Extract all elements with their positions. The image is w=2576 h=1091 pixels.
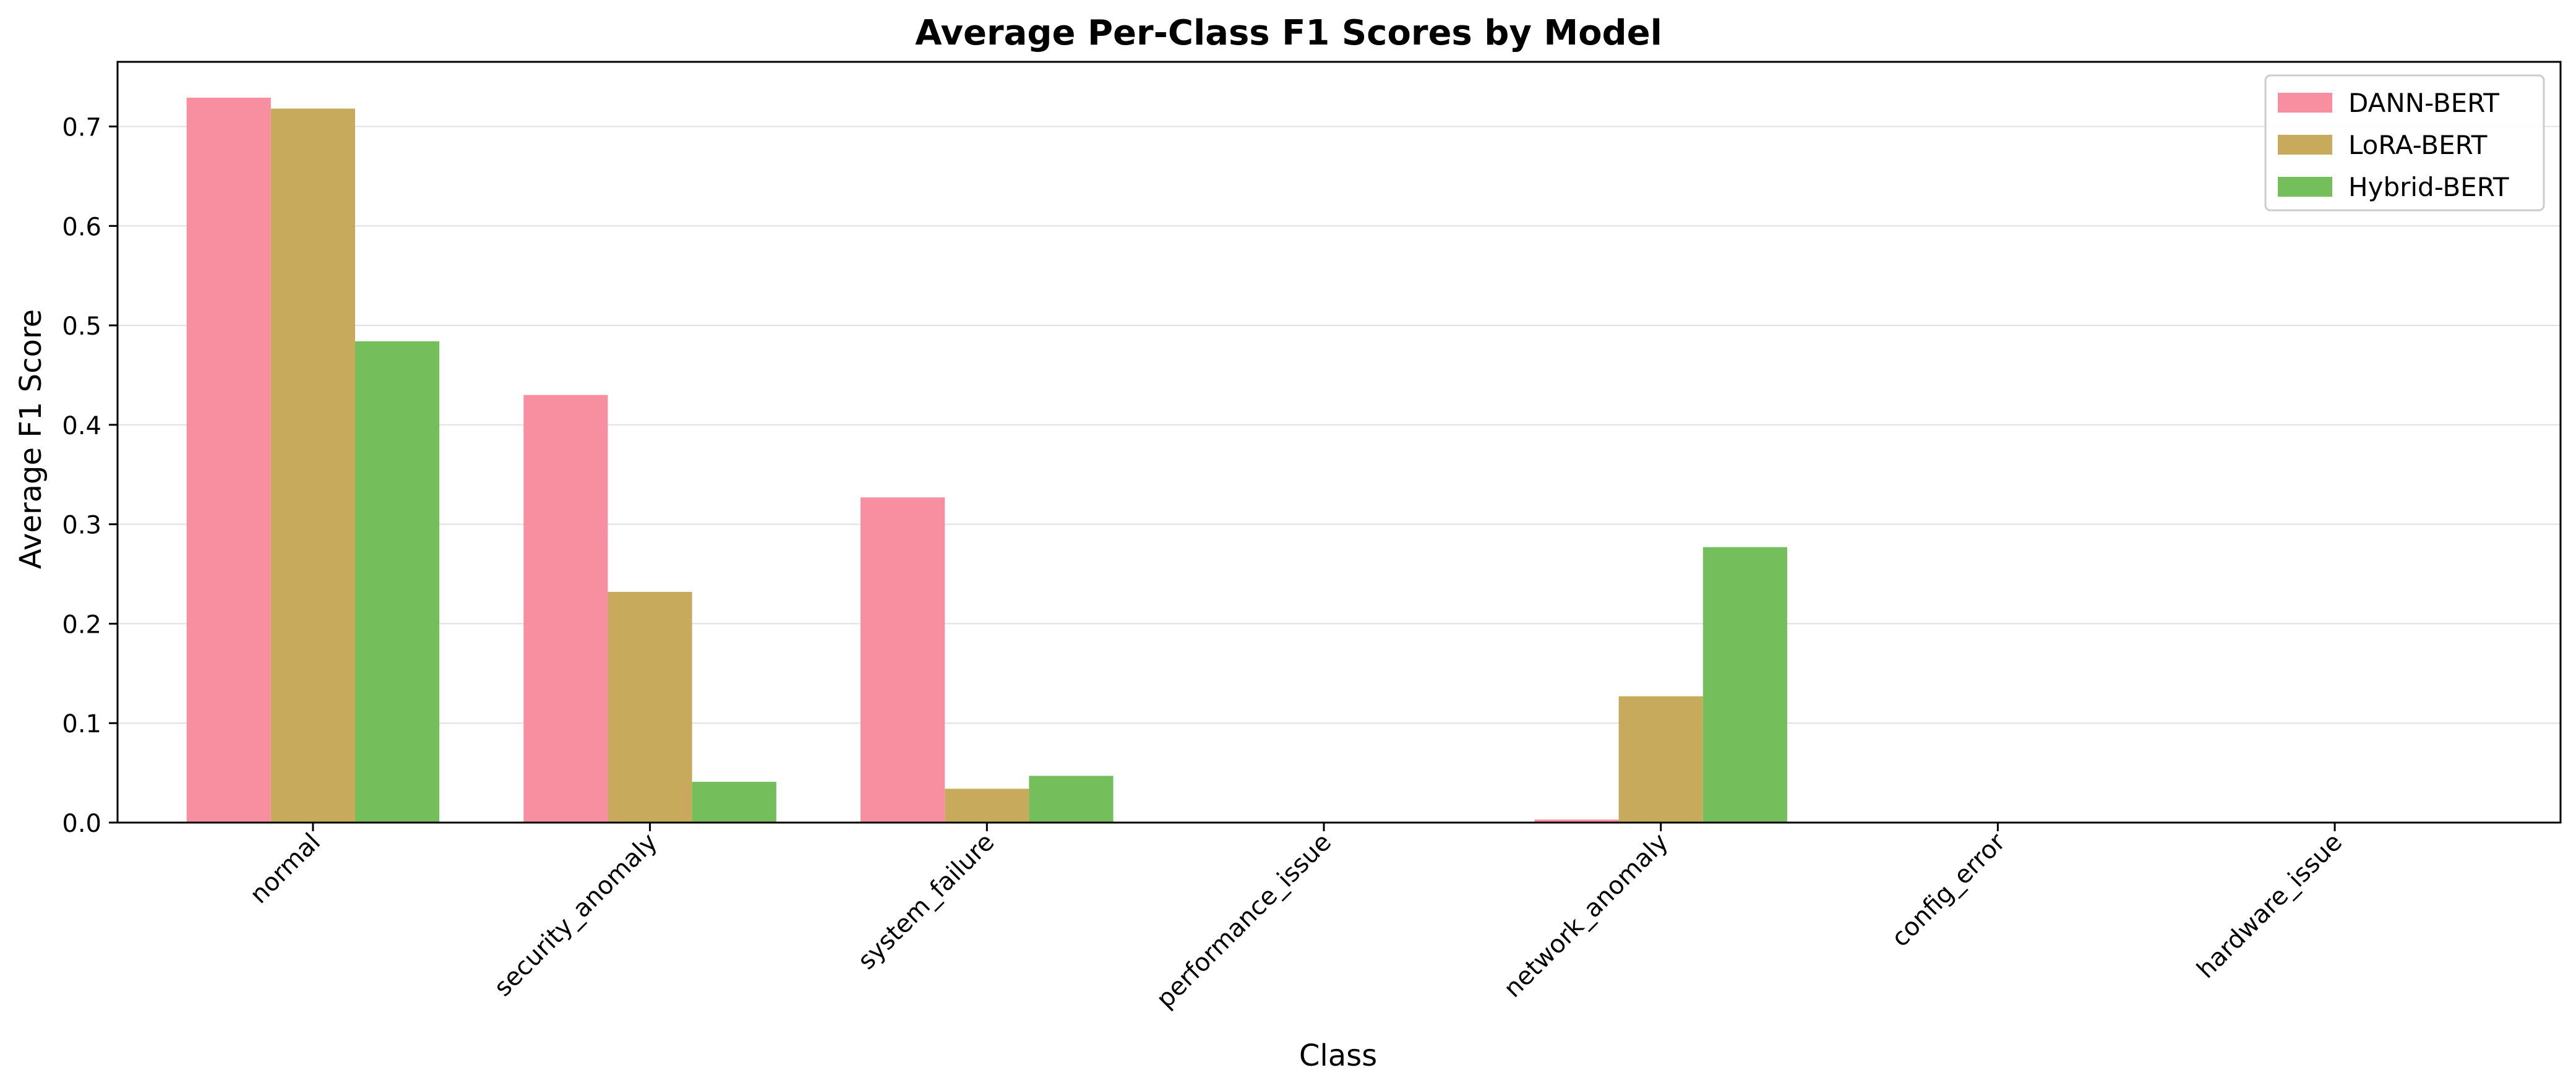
- bar-lora-bert-normal: [270, 108, 356, 823]
- legend-swatch: [2278, 135, 2332, 155]
- bar-dann-bert-network-anomaly: [1534, 819, 1619, 823]
- y-axis-ticks: 0.0 0.1 0.2 0.3 0.4 0.5 0.6 0.7: [62, 114, 118, 838]
- bar-hybrid-bert-network-anomaly: [1702, 547, 1787, 823]
- y-axis-label: Average F1 Score: [14, 309, 48, 569]
- y-tick-label: 0.0: [62, 810, 101, 838]
- y-tick-label: 0.4: [62, 412, 101, 440]
- y-tick-label: 0.3: [62, 511, 101, 540]
- chart-title: Average Per-Class F1 Scores by Model: [915, 13, 1662, 53]
- bar-hybrid-bert-system-failure: [1029, 776, 1114, 823]
- bar-lora-bert-system-failure: [945, 789, 1029, 823]
- y-tick-label: 0.1: [62, 710, 101, 738]
- legend: DANN-BERT LoRA-BERT Hybrid-BERT: [2264, 74, 2545, 212]
- bar-hybrid-bert-normal: [355, 341, 440, 823]
- plot-frame: [116, 61, 2562, 824]
- legend-label: LoRA-BERT: [2348, 130, 2488, 160]
- y-tick-label: 0.7: [62, 114, 101, 142]
- legend-box: [2264, 74, 2545, 212]
- bar-hybrid-bert-security-anomaly: [692, 782, 776, 823]
- y-tick-label: 0.6: [62, 213, 101, 241]
- y-tick-label: 0.5: [62, 312, 101, 341]
- legend-swatch: [2278, 177, 2332, 197]
- legend-swatch: [2278, 93, 2332, 113]
- bar-lora-bert-network-anomaly: [1618, 696, 1703, 823]
- legend-label: DANN-BERT: [2348, 88, 2499, 118]
- bars: [186, 97, 1787, 823]
- bar-dann-bert-security-anomaly: [523, 395, 608, 823]
- bar-dann-bert-system-failure: [861, 497, 945, 823]
- bar-dann-bert-normal: [186, 97, 271, 823]
- y-tick-label: 0.2: [62, 610, 101, 639]
- legend-label: Hybrid-BERT: [2348, 172, 2509, 202]
- x-axis-label: Class: [1299, 1038, 1377, 1073]
- bar-lora-bert-security-anomaly: [608, 591, 692, 823]
